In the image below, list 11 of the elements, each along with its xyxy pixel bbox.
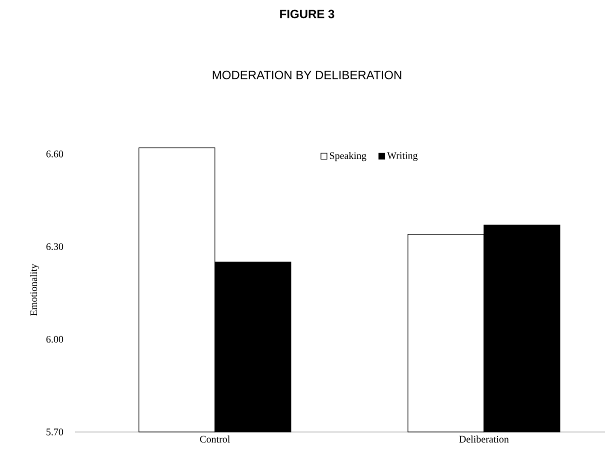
x-tick-label: Control — [200, 436, 230, 443]
chart-subtitle: MODERATION BY DELIBERATION — [212, 70, 402, 80]
y-tick-label: 6.60 — [46, 150, 64, 158]
chart-title: FIGURE 3 — [280, 10, 334, 18]
y-tick-label: 6.00 — [46, 336, 64, 343]
y-tick-label: 5.70 — [46, 428, 64, 436]
legend-label: Writing — [387, 152, 418, 161]
y-axis-title: Emotionality — [30, 264, 40, 316]
x-tick-label: Deliberation — [459, 436, 509, 443]
y-tick-label: 6.30 — [46, 243, 64, 250]
legend-label: Speaking — [330, 152, 366, 162]
